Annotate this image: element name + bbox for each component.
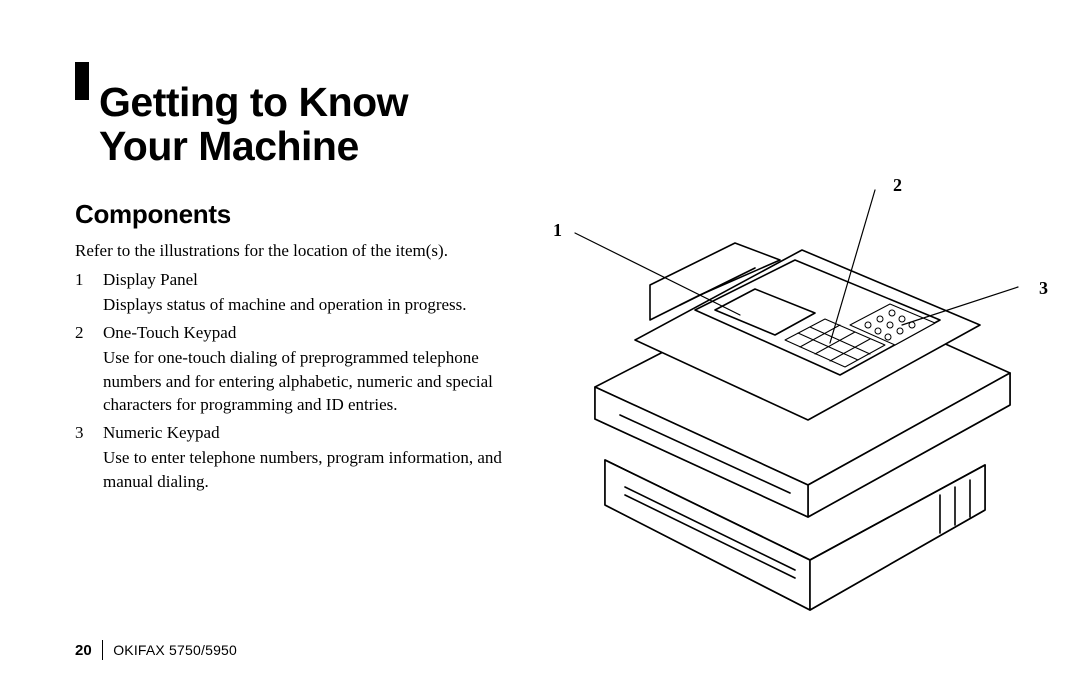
title-line2: Your Machine xyxy=(99,123,359,169)
intro-text: Refer to the illustrations for the locat… xyxy=(75,240,535,263)
list-item: 2 One-Touch Keypad Use for one-touch dia… xyxy=(75,321,535,417)
machine-illustration xyxy=(540,165,1050,625)
callout-3: 3 xyxy=(1039,278,1048,299)
component-list: 1 Display Panel Displays status of machi… xyxy=(75,268,535,493)
item-number: 2 xyxy=(75,321,103,417)
title-line1: Getting to Know xyxy=(99,79,408,125)
item-desc: Use for one-touch dialing of preprogramm… xyxy=(103,346,535,417)
callout-2: 2 xyxy=(893,175,902,196)
page-title: Getting to Know Your Machine xyxy=(75,80,515,169)
page-number: 20 xyxy=(75,642,92,659)
heading-block: Getting to Know Your Machine xyxy=(75,80,1020,169)
item-name: Numeric Keypad xyxy=(103,421,535,445)
item-desc: Displays status of machine and operation… xyxy=(103,293,535,317)
list-item: 3 Numeric Keypad Use to enter telephone … xyxy=(75,421,535,493)
callout-1: 1 xyxy=(553,220,562,241)
list-item: 1 Display Panel Displays status of machi… xyxy=(75,268,535,317)
footer-divider xyxy=(102,640,104,660)
footer-model: OKIFAX 5750/5950 xyxy=(113,642,237,658)
heading-bar xyxy=(75,62,89,100)
item-number: 1 xyxy=(75,268,103,317)
page-footer: 20 OKIFAX 5750/5950 xyxy=(75,640,237,660)
item-number: 3 xyxy=(75,421,103,493)
item-desc: Use to enter telephone numbers, program … xyxy=(103,446,535,494)
section-subheading: Components xyxy=(75,199,1020,230)
item-name: One-Touch Keypad xyxy=(103,321,535,345)
item-name: Display Panel xyxy=(103,268,535,292)
